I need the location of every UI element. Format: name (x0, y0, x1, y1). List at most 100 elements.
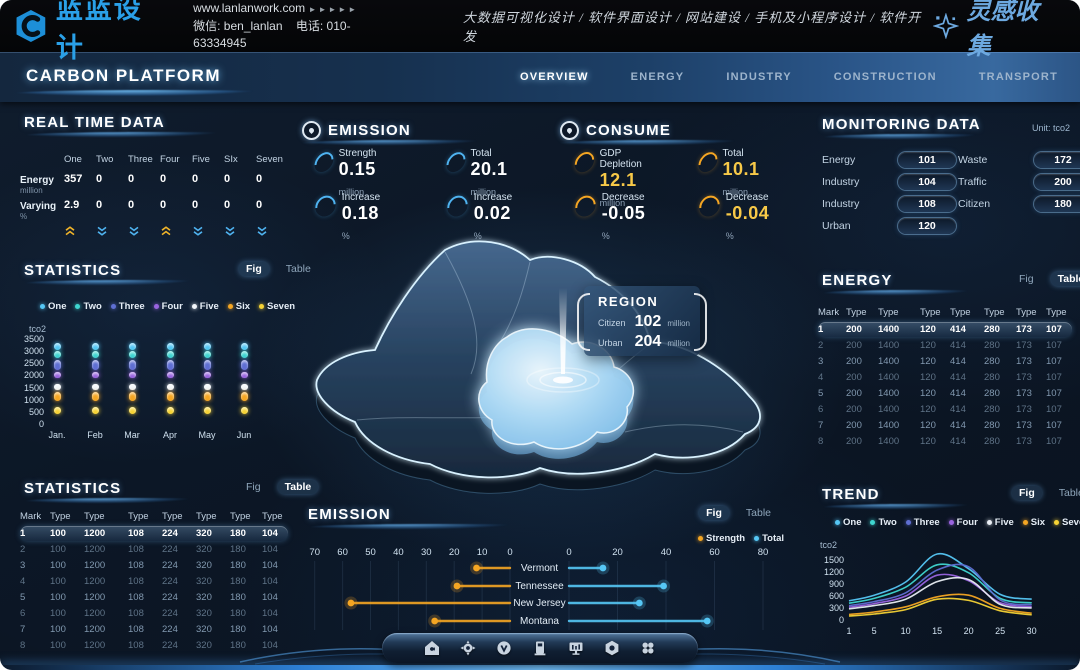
table-row[interactable]: 2 100 1200 108 224 320 180 104 (20, 542, 288, 557)
website-link[interactable]: www.lanlanwork.com (193, 1, 306, 15)
nav-item-industry[interactable]: INDUSTRY (726, 71, 792, 83)
column-segment-seven[interactable] (240, 407, 248, 414)
column-segment-six[interactable] (53, 392, 61, 401)
column-segment-two[interactable] (240, 351, 248, 359)
column-segment-two[interactable] (203, 351, 211, 359)
column-segment-three[interactable] (240, 359, 248, 371)
table-row[interactable]: 6 100 1200 108 224 320 180 104 (20, 606, 288, 621)
table-row[interactable]: 7 200 1400 120 414 280 173 107 (818, 418, 1072, 433)
y-axis-unit: tco2 (28, 324, 46, 334)
dock-fuel-icon[interactable] (532, 640, 548, 656)
column-segment-four[interactable] (53, 371, 61, 378)
column-segment-six[interactable] (203, 392, 211, 401)
table-row[interactable]: 2 200 1400 120 414 280 173 107 (818, 338, 1072, 353)
trend-line-two[interactable] (848, 563, 1032, 604)
toggle-fig[interactable]: Fig (1012, 486, 1042, 500)
column-segment-two[interactable] (166, 351, 174, 359)
table-row[interactable]: 5 100 1200 108 224 320 180 104 (20, 590, 288, 605)
column-segment-seven[interactable] (166, 407, 174, 414)
column-segment-seven[interactable] (91, 407, 99, 414)
column-segment-four[interactable] (128, 371, 136, 378)
column-segment-seven[interactable] (128, 407, 136, 414)
column-segment-one[interactable] (91, 342, 99, 350)
nav-item-construction[interactable]: CONSTRUCTION (833, 71, 937, 83)
toggle-fig[interactable]: Fig (246, 481, 261, 493)
legend-item-five[interactable]: Five (191, 301, 219, 312)
column-segment-three[interactable] (203, 359, 211, 371)
table-row[interactable]: 4 100 1200 108 224 320 180 104 (20, 574, 288, 589)
column-segment-seven[interactable] (203, 407, 211, 414)
dock-valve-icon[interactable] (496, 640, 512, 656)
column-segment-two[interactable] (53, 351, 61, 359)
column-segment-five[interactable] (240, 383, 248, 390)
monitoring-value-pill: 172 (1034, 152, 1080, 168)
table-row[interactable]: 3 200 1400 120 414 280 173 107 (818, 354, 1072, 369)
table-row[interactable]: 3 100 1200 108 224 320 180 104 (20, 558, 288, 573)
column-segment-one[interactable] (203, 342, 211, 350)
toggle-table[interactable]: Table (1050, 272, 1080, 286)
legend-item-one[interactable]: One (835, 517, 861, 528)
toggle-fig[interactable]: Fig (239, 262, 269, 276)
column-segment-three[interactable] (91, 359, 99, 371)
legend-item-six[interactable]: Six (1022, 517, 1045, 528)
table-row[interactable]: 1 200 1400 120 414 280 173 107 (818, 322, 1072, 337)
panel-swoosh (822, 290, 1012, 297)
column-segment-five[interactable] (91, 383, 99, 390)
table-row[interactable]: 4 200 1400 120 414 280 173 107 (818, 370, 1072, 385)
table-row[interactable]: 5 200 1400 120 414 280 173 107 (818, 386, 1072, 401)
column-segment-six[interactable] (240, 392, 248, 401)
column-segment-three[interactable] (53, 359, 61, 371)
column-segment-one[interactable] (53, 342, 61, 350)
legend-item-three[interactable]: Three (905, 517, 940, 528)
legend-item-four[interactable]: Four (948, 517, 978, 528)
column-segment-one[interactable] (240, 342, 248, 350)
legend-item-three[interactable]: Three (110, 301, 145, 312)
legend-item-four[interactable]: Four (153, 301, 183, 312)
legend-item-total[interactable]: Total (754, 533, 784, 544)
column-segment-four[interactable] (91, 371, 99, 378)
nav-item-overview[interactable]: OVERVIEW (519, 71, 589, 83)
column-segment-three[interactable] (166, 359, 174, 371)
trend-line-one[interactable] (848, 552, 1032, 602)
spacer-cell (20, 223, 64, 235)
dock-apps-icon[interactable] (640, 640, 656, 656)
toggle-table[interactable]: Table (1058, 487, 1080, 499)
column-segment-three[interactable] (128, 359, 136, 371)
table-row[interactable]: 8 200 1400 120 414 280 173 107 (818, 434, 1072, 449)
column-segment-five[interactable] (203, 383, 211, 390)
legend-item-strength[interactable]: Strength (698, 533, 745, 544)
dock-nut-icon[interactable] (604, 640, 620, 656)
column-segment-one[interactable] (128, 342, 136, 350)
column-segment-five[interactable] (128, 383, 136, 390)
column-segment-five[interactable] (53, 383, 61, 390)
region-3d-map[interactable] (295, 222, 795, 512)
legend-item-one[interactable]: One (40, 301, 66, 312)
toggle-fig[interactable]: Fig (1019, 273, 1034, 285)
column-segment-four[interactable] (166, 371, 174, 378)
column-segment-two[interactable] (128, 351, 136, 359)
legend-item-seven[interactable]: Seven (259, 301, 295, 312)
nav-item-energy[interactable]: ENERGY (630, 71, 685, 83)
column-segment-one[interactable] (166, 342, 174, 350)
cell: 120 (920, 388, 936, 399)
column-segment-four[interactable] (203, 371, 211, 378)
legend-item-six[interactable]: Six (227, 301, 250, 312)
table-row[interactable]: 1 100 1200 108 224 320 180 104 (20, 526, 288, 541)
dock-monitor-icon[interactable] (568, 640, 584, 656)
column-segment-two[interactable] (91, 351, 99, 359)
legend-item-two[interactable]: Two (75, 301, 102, 312)
legend-item-seven[interactable]: Seven (1054, 517, 1080, 528)
logo[interactable]: 蓝蓝设计 (14, 0, 171, 65)
column-segment-six[interactable] (166, 392, 174, 401)
column-segment-four[interactable] (240, 371, 248, 378)
legend-item-two[interactable]: Two (870, 517, 897, 528)
table-row[interactable]: 6 200 1400 120 414 280 173 107 (818, 402, 1072, 417)
dock-gear-icon[interactable] (460, 640, 476, 656)
column-segment-seven[interactable] (53, 407, 61, 414)
dock-home-icon[interactable] (424, 640, 440, 656)
legend-item-five[interactable]: Five (986, 517, 1014, 528)
column-segment-six[interactable] (128, 392, 136, 401)
nav-item-transport[interactable]: TRANSPORT (978, 71, 1058, 83)
column-segment-six[interactable] (91, 392, 99, 401)
column-segment-five[interactable] (166, 383, 174, 390)
